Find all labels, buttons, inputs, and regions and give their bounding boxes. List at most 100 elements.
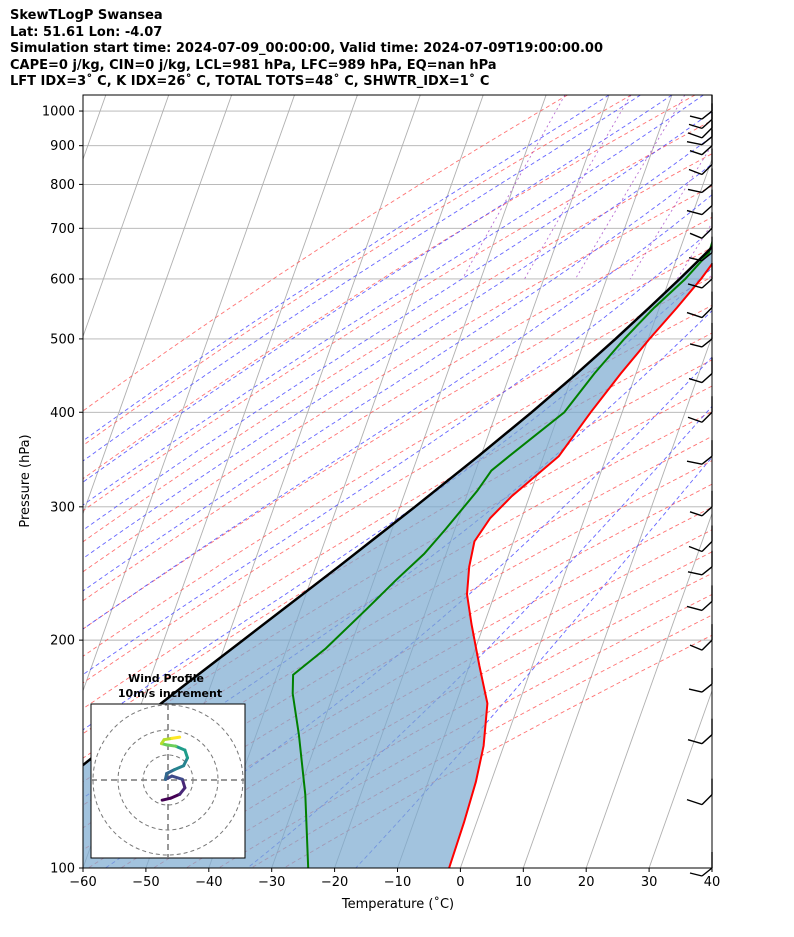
moist-adiabat	[247, 405, 712, 868]
x-tick-label: 20	[578, 875, 595, 890]
moist-adiabat	[83, 228, 712, 676]
dry-adiabat	[83, 185, 712, 573]
moist-adiabat	[83, 135, 712, 560]
isotherm-line	[775, 95, 794, 868]
wind-barb-flag	[687, 132, 703, 139]
x-tick-label: −50	[132, 875, 159, 890]
wind-barb-flag	[701, 540, 713, 552]
wind-barb	[688, 236, 713, 262]
wind-barb	[687, 396, 713, 423]
hodograph-subtitle: 10m/s increment	[118, 687, 222, 700]
isotherm-line	[83, 95, 233, 515]
isotherm-line	[459, 157, 712, 868]
wind-barb	[688, 668, 713, 693]
y-axis-label: Pressure (hPa)	[18, 434, 33, 527]
moist-adiabat	[83, 194, 712, 630]
dry-adiabat	[83, 95, 568, 412]
wind-barb-flag	[688, 545, 703, 553]
wind-barb	[689, 212, 713, 239]
y-tick-label: 500	[50, 332, 75, 347]
wind-barb	[686, 778, 713, 806]
mixing-ratio-line	[752, 95, 794, 279]
x-axis-label: Temperature (˚C)	[341, 896, 454, 912]
chart-title: SkewTLogP Swansea	[10, 8, 163, 23]
wind-barb-flag	[686, 605, 703, 612]
wind-barb	[688, 103, 713, 130]
isotherm-line	[522, 335, 712, 868]
wind-barb-flag	[689, 872, 703, 877]
wind-barb-flag	[689, 644, 703, 651]
y-tick-label: 400	[50, 406, 75, 421]
wind-barb-flag	[701, 455, 713, 465]
wind-barb	[689, 129, 713, 156]
isotherm-line	[648, 689, 712, 868]
isotherm-line	[711, 866, 712, 868]
wind-barb-flag	[687, 188, 703, 194]
y-tick-label: 1000	[42, 105, 75, 120]
y-tick-label: 800	[50, 178, 75, 193]
wind-barb-flag	[689, 343, 703, 348]
wind-barb-flag	[701, 794, 713, 806]
wind-barb-flag	[701, 136, 713, 146]
wind-barb-flag	[686, 798, 703, 806]
x-tick-label: −30	[258, 875, 285, 890]
wind-barb-flag	[689, 232, 703, 239]
hodograph-segment	[170, 735, 182, 740]
wind-barb-flag	[701, 338, 713, 348]
wind-barb-flag	[701, 110, 713, 120]
wind-barb-flag	[701, 118, 713, 129]
hodograph-inset: Wind Profile 10m/s increment	[90, 672, 246, 859]
moist-adiabat	[83, 95, 610, 442]
wind-barb-flag	[701, 278, 713, 289]
wind-barb-flag	[701, 506, 713, 517]
hodograph-segment	[169, 792, 182, 800]
mixing-ratio-line	[462, 95, 566, 280]
wind-barb-flag	[686, 311, 703, 319]
hodograph-segment	[165, 743, 178, 748]
x-tick-label: 40	[704, 875, 721, 890]
axes: −60 −50 −40 −30 −20 −10 0 10 20 30 40 100 200 300 400 5…	[42, 95, 720, 890]
y-tick-label: 300	[50, 500, 75, 515]
x-tick-label: 0	[456, 875, 464, 890]
x-tick-label: 30	[641, 875, 658, 890]
wind-barb-flag	[688, 256, 703, 262]
isotherm-line	[83, 95, 107, 161]
wind-barb	[688, 357, 713, 384]
mixing-ratio-line	[629, 144, 712, 280]
wind-barb	[686, 189, 713, 216]
wind-barb-flag	[688, 377, 703, 384]
wind-barb-flag	[687, 571, 703, 576]
x-tick-label: −60	[69, 875, 96, 890]
x-tick-label: −10	[384, 875, 411, 890]
wind-barb	[688, 525, 713, 553]
moist-adiabat	[83, 95, 641, 462]
wind-barb-flag	[689, 511, 703, 517]
wind-barb-flag	[701, 252, 713, 262]
moist-adiabat	[355, 456, 712, 868]
wind-barb-flag	[688, 123, 703, 130]
wind-barb	[688, 148, 713, 176]
wind-barb-flag	[688, 688, 703, 693]
wind-barb	[687, 168, 713, 194]
wind-barb-flag	[686, 209, 703, 216]
wind-barb-flag	[701, 307, 713, 319]
dewpoint-line	[291, 239, 712, 868]
hodograph-title: Wind Profile	[128, 672, 204, 685]
wind-barb-flag	[701, 411, 713, 423]
isotherm-line	[83, 95, 170, 338]
mixing-ratio-line	[708, 272, 712, 280]
wind-barb-flag	[701, 566, 713, 576]
hodograph-segment	[174, 744, 187, 752]
wind-barb	[689, 852, 713, 877]
dry-adiabat	[120, 529, 712, 868]
wind-barb	[689, 95, 713, 120]
wind-barb-flag	[689, 115, 703, 120]
wind-barb-flag	[701, 163, 713, 175]
mixing-ratio-line	[676, 222, 712, 280]
y-tick-label: 200	[50, 634, 75, 649]
wind-barb	[689, 322, 713, 348]
dry-adiabat	[83, 216, 712, 602]
y-tick-label: 100	[50, 862, 75, 877]
wind-barb-flag	[701, 373, 713, 384]
